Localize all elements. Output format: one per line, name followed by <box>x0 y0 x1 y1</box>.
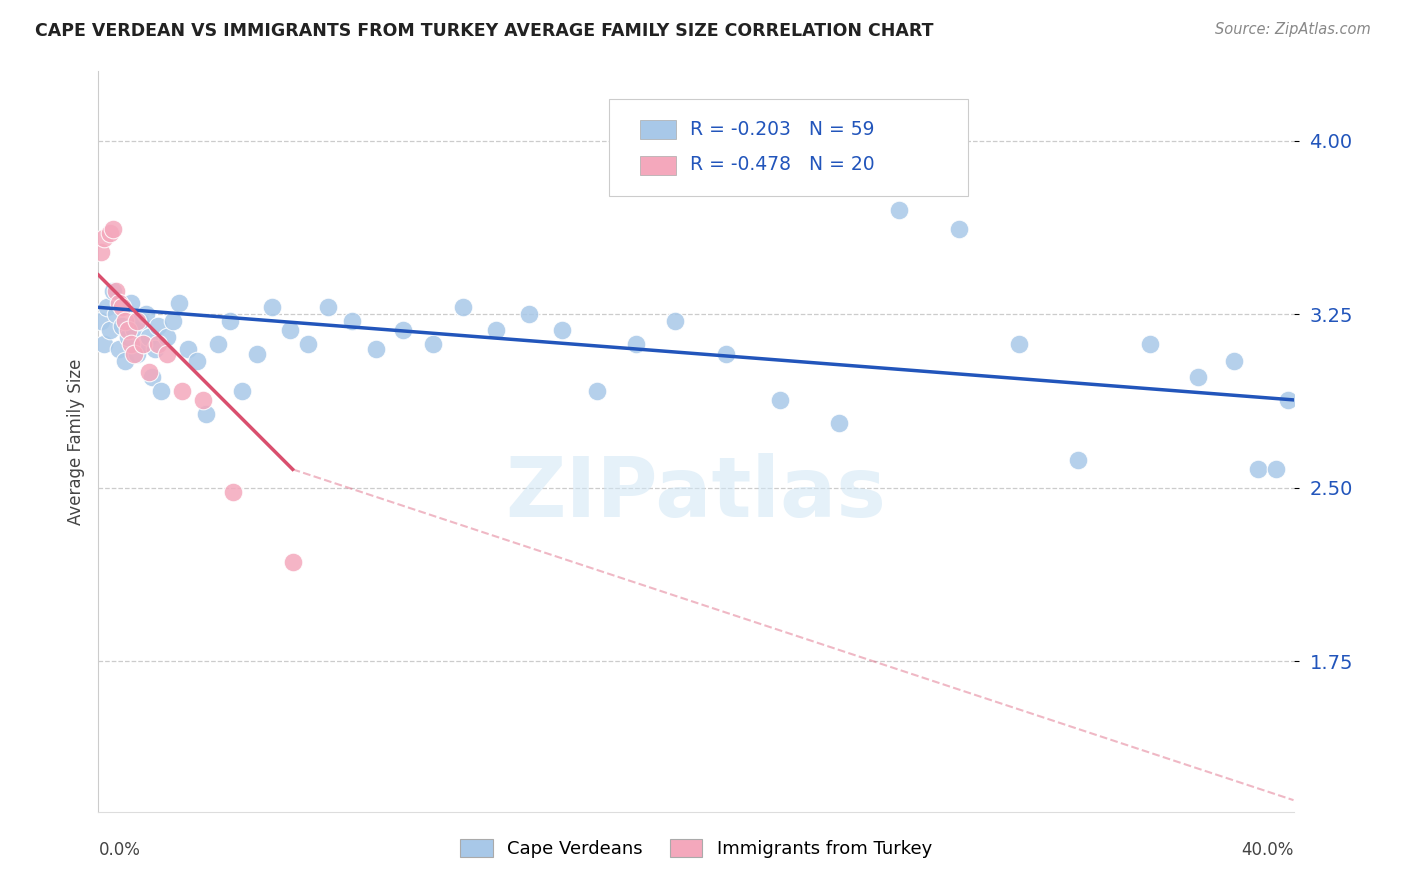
Point <box>117 330 139 344</box>
Point <box>98 227 122 241</box>
Point <box>1067 453 1090 467</box>
Point <box>143 342 166 356</box>
FancyBboxPatch shape <box>640 156 676 175</box>
Point <box>103 284 125 298</box>
Point <box>124 346 146 360</box>
Point <box>278 323 301 337</box>
Point <box>127 346 149 360</box>
Point <box>948 221 970 235</box>
Point <box>828 416 851 430</box>
Text: 40.0%: 40.0% <box>1241 841 1294 859</box>
Point <box>517 307 540 321</box>
Point <box>148 337 170 351</box>
Point <box>366 342 388 356</box>
Point <box>177 342 200 356</box>
Point <box>114 353 136 368</box>
Point <box>1264 462 1286 476</box>
FancyBboxPatch shape <box>640 120 676 139</box>
Point <box>111 318 134 333</box>
Point <box>117 323 139 337</box>
Point <box>318 301 340 315</box>
Point <box>1139 337 1161 351</box>
Point <box>108 295 131 310</box>
Point <box>246 346 269 360</box>
Point <box>550 323 572 337</box>
Legend: Cape Verdeans, Immigrants from Turkey: Cape Verdeans, Immigrants from Turkey <box>460 838 932 858</box>
Point <box>626 337 648 351</box>
Point <box>90 244 112 259</box>
Point <box>1223 353 1246 368</box>
Point <box>132 337 155 351</box>
Point <box>207 337 229 351</box>
Point <box>186 353 208 368</box>
Point <box>769 392 792 407</box>
Point <box>392 323 415 337</box>
Point <box>105 307 128 321</box>
Point <box>1187 369 1209 384</box>
Point <box>219 314 242 328</box>
Point <box>103 221 125 235</box>
Point <box>120 295 142 310</box>
Point <box>93 231 115 245</box>
Point <box>98 323 122 337</box>
Point <box>156 346 179 360</box>
FancyBboxPatch shape <box>609 99 969 195</box>
Point <box>127 314 149 328</box>
Point <box>664 314 686 328</box>
Point <box>485 323 508 337</box>
Point <box>108 342 131 356</box>
Point <box>342 314 364 328</box>
Point <box>162 314 184 328</box>
Point <box>124 323 146 337</box>
Point <box>281 555 304 569</box>
Point <box>1247 462 1270 476</box>
Text: Source: ZipAtlas.com: Source: ZipAtlas.com <box>1215 22 1371 37</box>
Point <box>90 314 112 328</box>
Point <box>422 337 444 351</box>
Y-axis label: Average Family Size: Average Family Size <box>66 359 84 524</box>
Point <box>191 392 214 407</box>
Point <box>150 384 173 398</box>
Point <box>135 307 157 321</box>
Point <box>96 301 118 315</box>
Point <box>138 330 160 344</box>
Point <box>1008 337 1031 351</box>
Point <box>141 369 163 384</box>
Point <box>714 346 737 360</box>
Point <box>93 337 115 351</box>
Point <box>167 295 190 310</box>
Point <box>222 485 245 500</box>
Text: 0.0%: 0.0% <box>98 841 141 859</box>
Point <box>231 384 253 398</box>
Point <box>132 337 155 351</box>
Point <box>129 314 152 328</box>
Text: R = -0.478   N = 20: R = -0.478 N = 20 <box>690 155 875 174</box>
Point <box>156 330 179 344</box>
Text: ZIPatlas: ZIPatlas <box>506 453 886 534</box>
Point <box>586 384 609 398</box>
Point <box>138 365 160 379</box>
Point <box>260 301 283 315</box>
Point <box>297 337 319 351</box>
Point <box>195 407 218 421</box>
Point <box>1277 392 1299 407</box>
Point <box>114 314 136 328</box>
Point <box>889 203 911 218</box>
Point <box>172 384 194 398</box>
Point <box>111 301 134 315</box>
Text: CAPE VERDEAN VS IMMIGRANTS FROM TURKEY AVERAGE FAMILY SIZE CORRELATION CHART: CAPE VERDEAN VS IMMIGRANTS FROM TURKEY A… <box>35 22 934 40</box>
Point <box>105 284 128 298</box>
Point <box>120 337 142 351</box>
Point <box>148 318 170 333</box>
Text: R = -0.203   N = 59: R = -0.203 N = 59 <box>690 120 875 138</box>
Point <box>451 301 474 315</box>
